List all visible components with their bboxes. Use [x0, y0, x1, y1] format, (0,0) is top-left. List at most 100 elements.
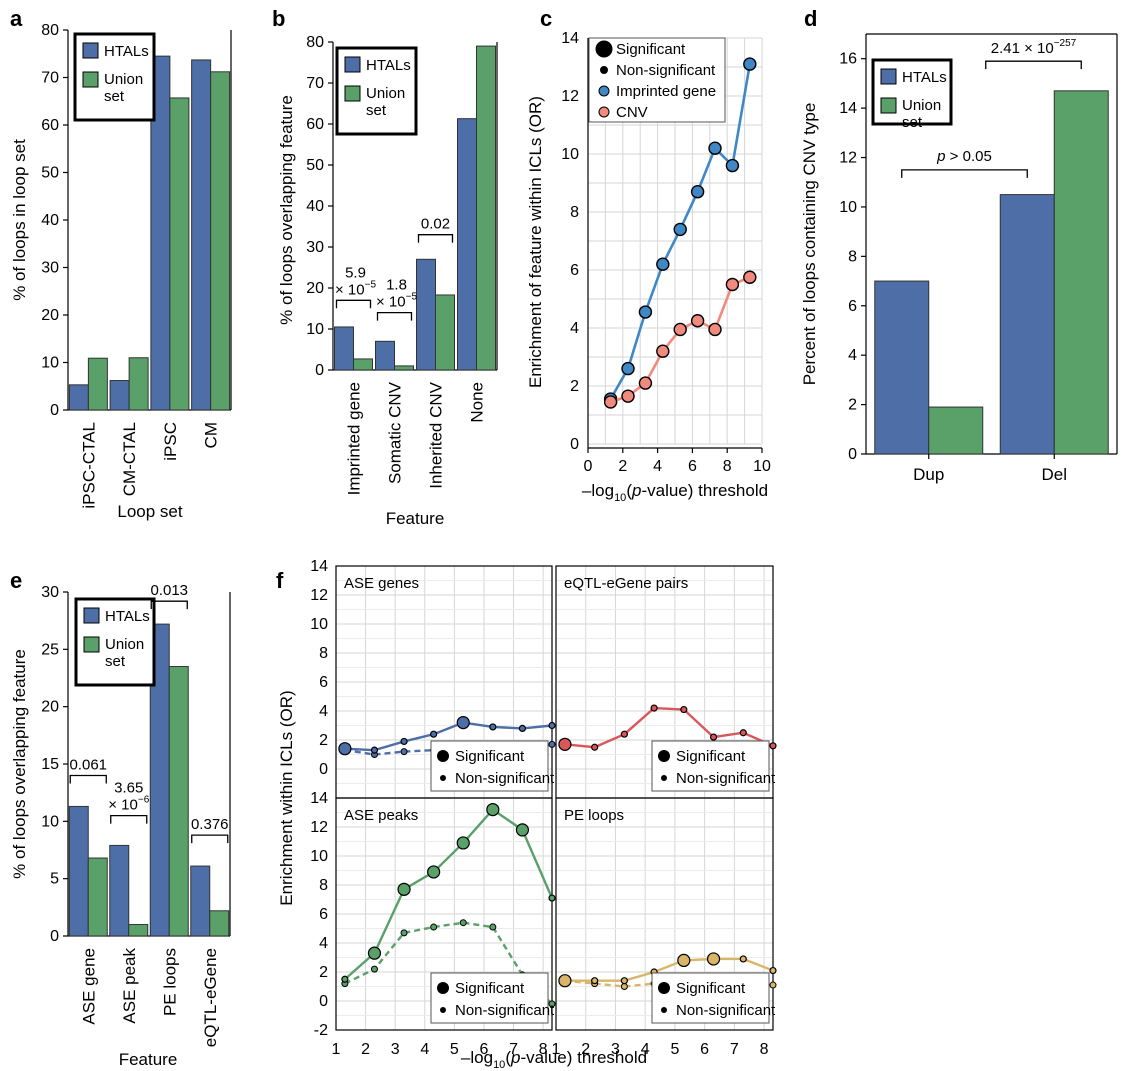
legend-swatch-htal — [880, 68, 897, 85]
y-axis-title: % of loops in loop set — [10, 139, 29, 301]
x-tick-label: 2 — [581, 1041, 590, 1058]
bar-union — [476, 45, 496, 371]
x-tick-label: Imprinted gene — [345, 382, 364, 495]
legend-label-union-set: set — [104, 88, 125, 105]
y-tick-label: 10 — [306, 321, 324, 338]
subplot-title: eQTL-eGene pairs — [564, 575, 688, 592]
bar-union — [87, 357, 108, 411]
bar-union — [353, 358, 373, 371]
line-significant — [564, 957, 774, 982]
point-significant — [548, 721, 556, 730]
x-tick-label: 5 — [670, 1041, 679, 1058]
point-significant — [591, 977, 599, 985]
legend-label: Significant — [676, 748, 746, 765]
bar-union — [169, 97, 190, 411]
significance-bracket — [985, 60, 1082, 70]
point-significant — [739, 729, 747, 737]
point-significant — [548, 894, 556, 902]
legend-box — [430, 740, 549, 792]
x-tick-label: 4 — [641, 1041, 650, 1058]
legend-box — [430, 972, 549, 1024]
y-tick-label: 50 — [306, 157, 324, 174]
y-tick-label: 25 — [41, 641, 59, 658]
x-tick-label: Somatic CNV — [386, 381, 405, 484]
y-tick-label: 6 — [319, 906, 328, 923]
legend-marker — [437, 982, 449, 994]
x-tick-label: Inherited CNV — [427, 381, 446, 488]
bar-htal — [109, 380, 130, 411]
x-tick-label: iPSC-CTAL — [79, 422, 98, 509]
point-cnv — [743, 270, 757, 284]
x-tick-label: 3 — [391, 1041, 400, 1058]
y-tick-label: 60 — [41, 117, 59, 134]
y-tick-label: 14 — [839, 100, 857, 117]
y-tick-label: 10 — [41, 355, 59, 372]
point-significant — [620, 977, 628, 985]
point-non-significant — [548, 740, 556, 748]
point-imprinted-gene — [690, 184, 705, 199]
bar-union — [128, 357, 149, 411]
y-tick-label: 20 — [41, 307, 59, 324]
legend-marker — [658, 750, 670, 762]
bar-htal — [874, 280, 930, 455]
point-imprinted-gene — [621, 361, 635, 376]
legend-swatch-union — [82, 71, 99, 88]
y-tick-label: 10 — [310, 616, 328, 633]
legend-label-union-set: set — [902, 114, 923, 131]
point-significant — [367, 946, 382, 960]
y-tick-label: 50 — [41, 165, 59, 182]
y-tick-label: 30 — [41, 584, 59, 601]
legend-label: Imprinted gene — [616, 83, 716, 100]
x-tick-label: 6 — [479, 1041, 488, 1058]
bar-union — [1053, 90, 1109, 455]
legend-label: Non-significant — [455, 1002, 555, 1019]
legend-box — [651, 972, 770, 1024]
y-tick-label: 0 — [315, 362, 324, 379]
legend-swatch-htal — [82, 42, 99, 59]
point-imprinted-gene — [673, 222, 687, 237]
p-value-annotation: 0.376 — [191, 816, 229, 833]
x-tick-label: eQTL-eGene — [201, 948, 220, 1047]
significance-bracket — [901, 169, 1028, 178]
y-tick-label: 12 — [561, 88, 579, 105]
point-significant — [591, 743, 599, 751]
y-tick-label: 4 — [319, 703, 328, 720]
line-significant — [564, 706, 774, 749]
point-significant — [456, 715, 470, 730]
line-cnv — [610, 276, 751, 404]
panel-letter: c — [540, 6, 552, 31]
p-value-annotation: 3.65 — [114, 780, 143, 797]
legend-label: Significant — [455, 980, 525, 997]
bar-union — [209, 910, 230, 937]
point-cnv — [690, 314, 705, 328]
y-tick-label: 2 — [319, 732, 328, 749]
point-significant — [680, 705, 688, 714]
x-tick-label: 3 — [611, 1041, 620, 1058]
point-imprinted-gene — [656, 257, 670, 271]
legend-label: Significant — [616, 41, 686, 58]
point-significant — [558, 974, 572, 988]
p-value-annotation: p > 0.05 — [936, 148, 992, 165]
y-tick-label: 10 — [561, 146, 579, 163]
x-tick-label: 5 — [450, 1041, 459, 1058]
p-value-annotation: × 10−5 — [335, 279, 376, 298]
x-tick-label: 8 — [723, 458, 732, 475]
bar-htal — [190, 865, 211, 937]
y-tick-label: 20 — [306, 280, 324, 297]
bar-htal — [999, 194, 1055, 455]
significance-bracket — [376, 311, 413, 321]
y-tick-label: 12 — [310, 587, 328, 604]
y-tick-label: 6 — [570, 262, 579, 279]
point-significant — [370, 746, 379, 754]
point-significant — [677, 953, 691, 968]
legend-swatch-htal — [344, 56, 361, 73]
legend-label-union-set: set — [105, 653, 126, 670]
x-tick-label: 7 — [509, 1041, 518, 1058]
y-tick-label: 8 — [570, 204, 579, 221]
y-tick-label: 2 — [848, 397, 857, 414]
y-axis-title: % of loops overlapping feature — [10, 649, 29, 879]
subplot-frame — [335, 797, 553, 1031]
significance-bracket — [335, 299, 372, 309]
legend-swatch-htal — [83, 607, 100, 624]
y-axis-title: Percent of loops containing CNV type — [800, 103, 819, 386]
